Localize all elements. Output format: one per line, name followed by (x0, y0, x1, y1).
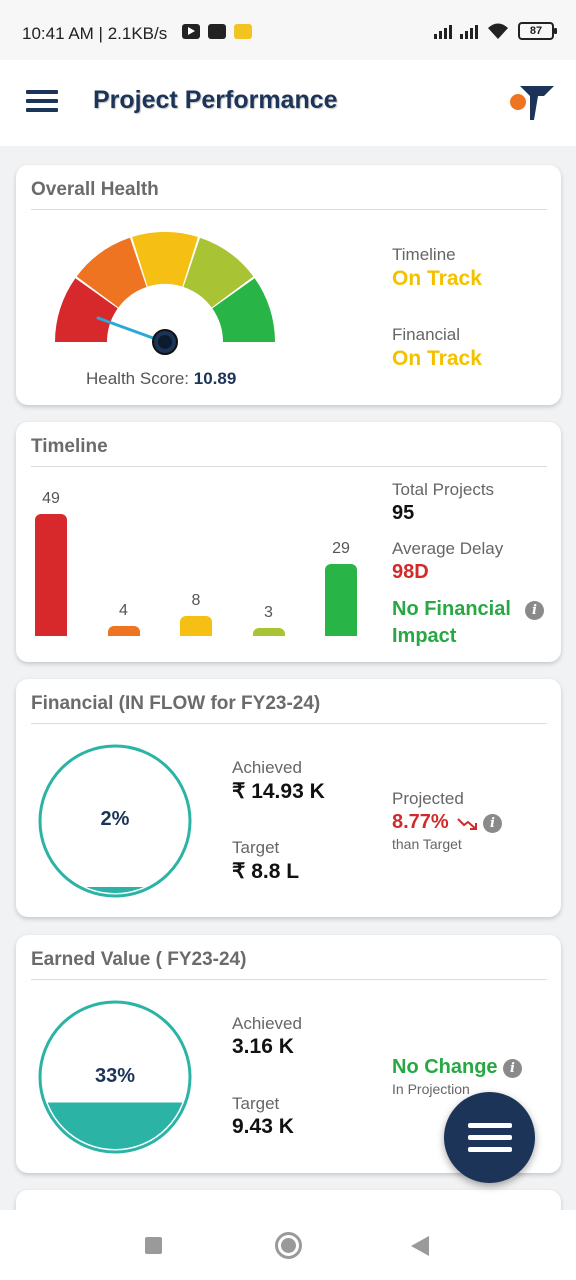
recents-button[interactable] (145, 1237, 162, 1254)
battery-icon: 87 (518, 22, 557, 40)
gauge-segment (55, 278, 118, 342)
overall-health-title: Overall Health (31, 179, 159, 200)
health-score: Health Score: 10.89 (86, 369, 236, 389)
gauge-segment (183, 237, 254, 308)
timeline-bar[interactable] (107, 626, 140, 636)
ev-target-label: Target (232, 1094, 280, 1113)
financial-status-value: On Track (392, 347, 482, 370)
timeline-bar[interactable] (35, 514, 67, 636)
fab-menu-button[interactable] (444, 1092, 535, 1183)
average-delay-value: 98D (392, 561, 429, 583)
timeline-bar-label: 8 (191, 592, 201, 610)
divider (31, 209, 547, 210)
info-icon[interactable]: i (525, 601, 544, 620)
financial-fill (43, 887, 187, 893)
no-change-note: In Projection (392, 1081, 470, 1097)
wifi-icon (488, 23, 508, 39)
message-icon (208, 24, 226, 39)
total-projects-value: 95 (392, 502, 415, 524)
timeline-bar[interactable] (180, 616, 212, 636)
average-delay-label: Average Delay (392, 539, 504, 558)
total-projects-label: Total Projects (392, 480, 495, 499)
financial-progress-circle (38, 744, 192, 898)
info-icon[interactable]: i (503, 1059, 522, 1078)
timeline-bar-label: 4 (119, 602, 128, 620)
ev-achieved-value: 3.16 K (232, 1035, 294, 1058)
app-logo-icon[interactable] (510, 84, 554, 122)
timeline-bar[interactable] (325, 563, 357, 636)
ev-target-value: 9.43 K (232, 1115, 294, 1138)
hamburger-menu-icon[interactable] (26, 90, 58, 112)
gauge-segment (212, 278, 275, 342)
timeline-bar-label: 3 (264, 604, 273, 621)
home-button[interactable] (275, 1232, 302, 1259)
financial-title: Financial (IN FLOW for FY23-24) (31, 693, 321, 714)
financial-impact-line1: No Financial (392, 598, 511, 620)
timeline-bar-label: 29 (332, 539, 350, 557)
earned-value-title: Earned Value ( FY23-24) (31, 949, 247, 970)
page-title: Project Performance (93, 86, 338, 114)
signal-1-icon (434, 23, 452, 39)
status-bar: 10:41 AM | 2.1KB/s 87 (0, 0, 576, 60)
projected-note: than Target (392, 836, 462, 852)
timeline-status-value: On Track (392, 267, 482, 290)
financial-status-label: Financial (392, 325, 461, 344)
projected-label: Projected (392, 789, 464, 808)
financial-card: Financial (IN FLOW for FY23-24) 2% Achie… (16, 679, 561, 917)
earned-value-progress-circle (38, 1000, 192, 1154)
notification-icons (182, 24, 252, 39)
gauge-segment (132, 232, 198, 287)
financial-impact-line2: Impact (392, 625, 457, 647)
divider (31, 979, 547, 980)
health-score-value: 10.89 (193, 369, 237, 388)
divider (31, 723, 547, 724)
financial-target-value: ₹ 8.8 L (232, 860, 300, 883)
financial-target-label: Target (232, 838, 280, 857)
timeline-title: Timeline (31, 436, 108, 457)
timeline-card: Timeline 49 4 8 3 29 Total Projects 95 Avera… (16, 422, 561, 662)
back-button[interactable] (411, 1236, 429, 1256)
financial-achieved-label: Achieved (232, 758, 302, 777)
trend-down-icon (457, 818, 477, 830)
youtube-icon (182, 24, 200, 39)
overall-health-card: Overall Health Health Score: 10.89 Timel… (16, 165, 561, 405)
info-icon[interactable]: i (483, 814, 502, 833)
ev-achieved-label: Achieved (232, 1014, 302, 1033)
earned-value-percent: 33% (94, 1065, 136, 1087)
projected-value: 8.77% (392, 811, 449, 833)
status-time: 10:41 AM | 2.1KB/s (22, 24, 168, 43)
no-change-label: No Change (392, 1056, 498, 1078)
timeline-status-label: Timeline (392, 245, 456, 264)
timeline-bar-label: 49 (42, 490, 60, 507)
divider (31, 466, 547, 467)
timeline-bar[interactable] (252, 628, 285, 636)
app-bar: Project Performance (0, 60, 576, 146)
financial-percent: 2% (100, 808, 130, 830)
signal-2-icon (460, 23, 478, 39)
financial-achieved-value: ₹ 14.93 K (232, 780, 325, 803)
health-score-label: Health Score: (86, 369, 189, 388)
home-app-icon (234, 24, 252, 39)
system-nav-bar (0, 1210, 576, 1280)
gauge-segment (76, 237, 147, 308)
health-gauge (55, 232, 275, 355)
